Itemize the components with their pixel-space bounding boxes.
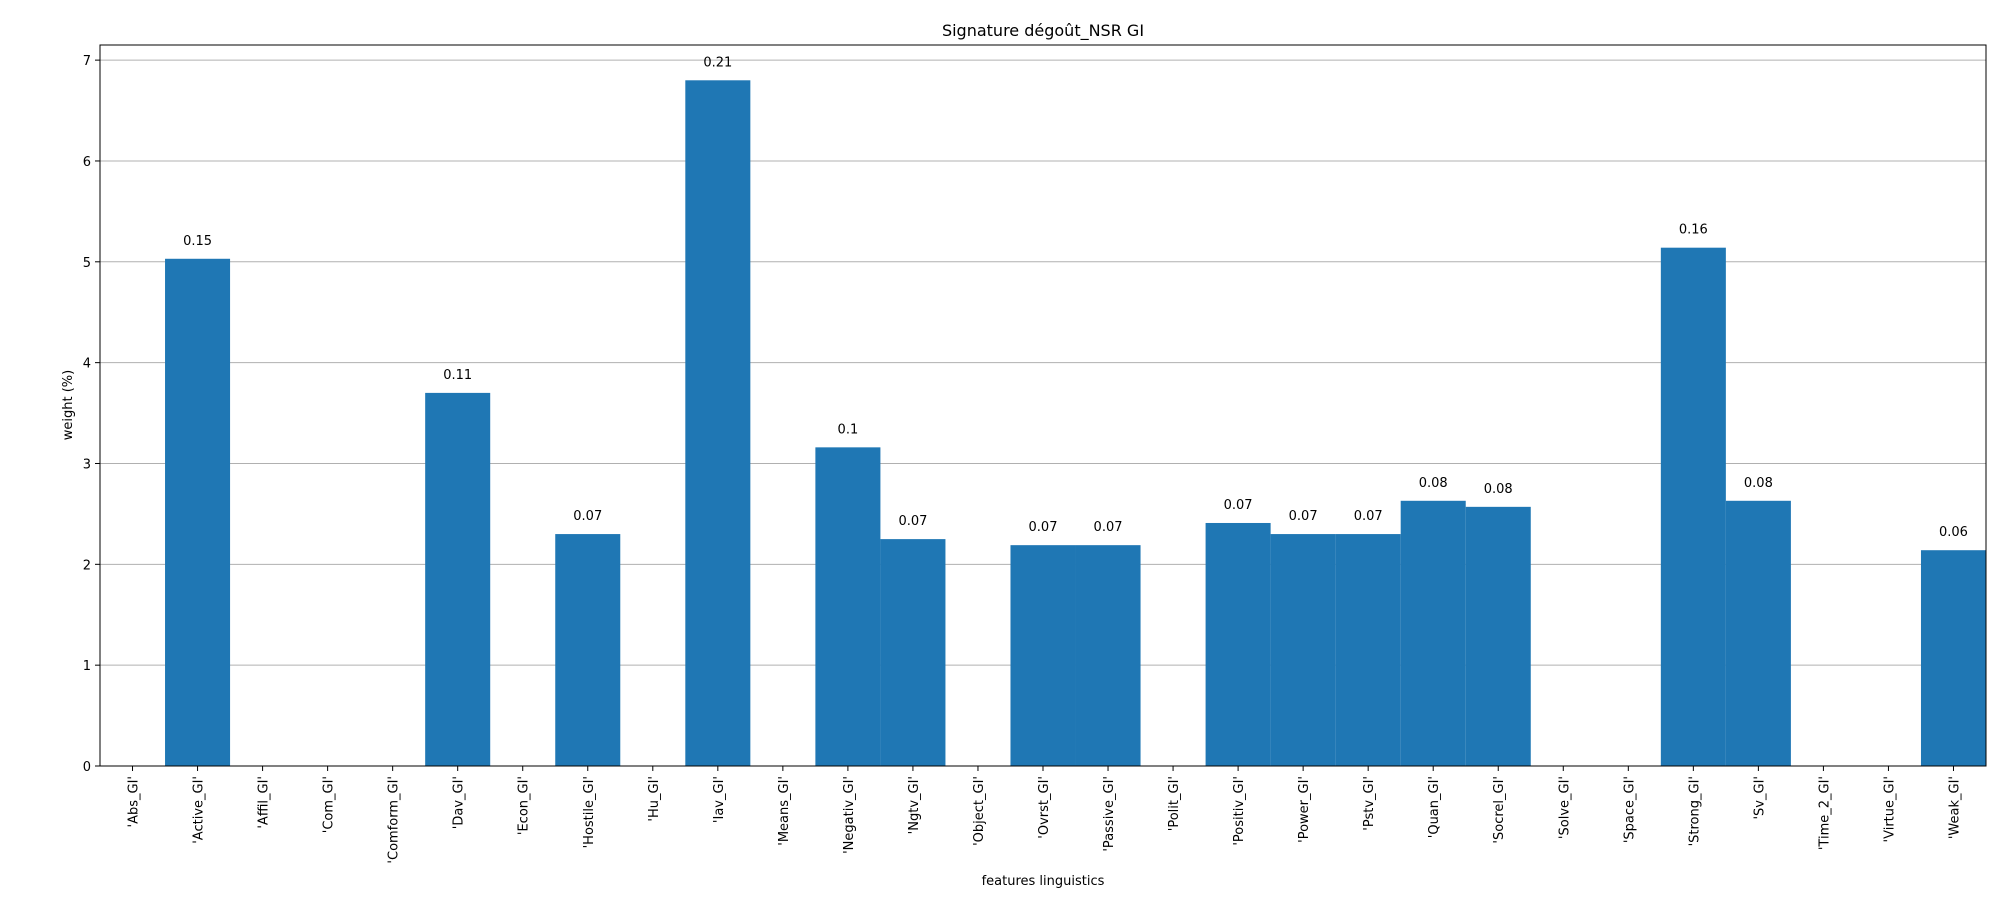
x-tick-label: 'Comform_GI' xyxy=(387,776,402,864)
x-tick-label: 'Socrel_GI' xyxy=(1492,776,1507,844)
data-label: 0.08 xyxy=(1484,482,1513,497)
x-axis-label: features linguistics xyxy=(982,874,1105,889)
bar xyxy=(1270,534,1336,766)
bar xyxy=(1660,247,1726,766)
bar xyxy=(880,539,946,766)
data-label: 0.07 xyxy=(1094,520,1123,535)
x-tick-label: 'Quan_GI' xyxy=(1427,776,1442,838)
x-tick-label: 'Hu_GI' xyxy=(647,776,662,822)
bar xyxy=(1465,506,1531,766)
data-label: 0.21 xyxy=(703,55,732,70)
bar xyxy=(555,534,621,766)
bar xyxy=(1920,550,1986,766)
y-tick-label: 0 xyxy=(83,760,91,775)
y-tick-label: 5 xyxy=(83,256,91,271)
x-tick-label: 'Com_GI' xyxy=(322,776,337,833)
data-label: 0.08 xyxy=(1419,476,1448,491)
y-tick-label: 4 xyxy=(83,357,91,372)
x-tick-label: 'Solve_GI' xyxy=(1557,776,1572,839)
bar xyxy=(815,447,881,766)
y-axis-label: weight (%) xyxy=(61,370,76,440)
x-tick-label: 'Weak_GI' xyxy=(1947,776,1962,839)
bar xyxy=(685,80,751,767)
y-axis-ticks: 0 1 2 3 4 5 6 7 xyxy=(83,54,100,775)
data-label: 0.08 xyxy=(1744,476,1773,491)
data-label: 0.07 xyxy=(898,514,927,529)
y-tick-label: 2 xyxy=(83,558,91,573)
bars xyxy=(165,80,1986,767)
y-tick-label: 7 xyxy=(83,54,91,69)
data-label: 0.07 xyxy=(1289,509,1318,524)
bar xyxy=(1725,500,1791,766)
x-tick-label: 'Abs_GI' xyxy=(127,776,142,827)
data-label: 0.16 xyxy=(1679,223,1708,238)
x-tick-label: 'Object_GI' xyxy=(972,776,987,846)
data-label: 0.1 xyxy=(838,422,859,437)
x-tick-label: 'Sv_GI' xyxy=(1752,776,1767,820)
x-tick-label: 'Passive_GI' xyxy=(1102,776,1117,852)
y-tick-label: 3 xyxy=(83,457,91,472)
data-label: 0.07 xyxy=(1029,520,1058,535)
bar xyxy=(1400,500,1466,766)
x-tick-label: 'Negativ_GI' xyxy=(842,776,857,854)
bar xyxy=(1010,545,1076,766)
x-tick-label: 'Means_GI' xyxy=(777,776,792,846)
y-tick-label: 6 xyxy=(83,155,91,170)
x-tick-label: 'Ovrst_GI' xyxy=(1037,776,1052,839)
data-label: 0.07 xyxy=(573,509,602,524)
bar xyxy=(425,392,491,766)
data-label: 0.07 xyxy=(1224,498,1253,513)
bar xyxy=(1335,534,1401,766)
x-tick-label: 'Power_GI' xyxy=(1297,776,1312,843)
bar xyxy=(165,258,231,766)
data-label: 0.06 xyxy=(1939,525,1968,540)
x-tick-label: 'Affil_GI' xyxy=(257,776,272,829)
data-labels: 0.15 0.11 0.07 0.21 0.1 0.07 0.07 0.07 0.07 0.07 0… xyxy=(183,55,1968,540)
x-tick-label: 'Polit_GI' xyxy=(1167,776,1182,831)
data-label: 0.07 xyxy=(1354,509,1383,524)
x-tick-label: 'Positiv_GI' xyxy=(1232,776,1247,846)
x-tick-label: 'Space_GI' xyxy=(1622,776,1637,843)
x-tick-label: 'Econ_GI' xyxy=(517,776,532,835)
x-tick-label: 'Pstv_GI' xyxy=(1362,776,1377,831)
data-label: 0.11 xyxy=(443,368,472,383)
x-tick-label: 'Hostile_GI' xyxy=(582,776,597,848)
x-axis-ticks: 'Abs_GI' 'Active_GI' 'Affil_GI' 'Com_GI' 'Co… xyxy=(127,766,1962,864)
bar xyxy=(1205,522,1271,766)
bar xyxy=(1075,545,1141,766)
x-tick-label: 'Time_2_GI' xyxy=(1817,776,1832,850)
x-tick-label: 'Strong_GI' xyxy=(1687,776,1702,846)
x-tick-label: 'Virtue_GI' xyxy=(1882,776,1897,842)
x-tick-label: 'Dav_GI' xyxy=(452,776,467,829)
y-tick-label: 1 xyxy=(83,659,91,674)
data-label: 0.15 xyxy=(183,234,212,249)
x-tick-label: 'Ngtv_GI' xyxy=(907,776,922,834)
x-tick-label: 'Iav_GI' xyxy=(712,776,727,823)
chart-title: Signature dégoût_NSR GI xyxy=(942,21,1144,41)
x-tick-label: 'Active_GI' xyxy=(192,776,207,844)
